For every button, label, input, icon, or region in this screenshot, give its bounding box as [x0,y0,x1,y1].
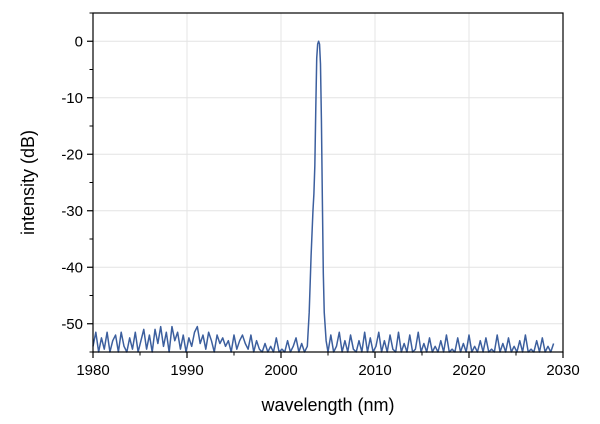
x-tick-label: 2000 [264,362,297,379]
y-tick-label: -10 [61,90,83,107]
plot-frame [92,12,564,353]
y-tick-label: -30 [61,203,83,220]
grid-lines [92,13,564,352]
y-tick-labels: 0 -10 -20 -30 -40 -50 [61,33,83,333]
x-tick-labels: 1980 1990 2000 2010 2020 2030 [76,362,579,379]
x-tick-label: 2010 [358,362,391,379]
spectrum-series [92,40,555,353]
y-tick-label: -40 [61,259,83,276]
x-tick-label: 2020 [452,362,485,379]
x-axis-title: wavelength (nm) [260,395,394,415]
y-tick-label: 0 [75,33,83,50]
y-tick-label: -20 [61,146,83,163]
x-tick-label: 2030 [546,362,579,379]
x-tick-label: 1980 [76,362,109,379]
x-tick-label: 1990 [170,362,203,379]
y-tick-label: -50 [61,316,83,333]
series-line [92,40,555,353]
axis-ticks [87,12,564,358]
y-axis-title: intensity (dB) [18,130,38,235]
